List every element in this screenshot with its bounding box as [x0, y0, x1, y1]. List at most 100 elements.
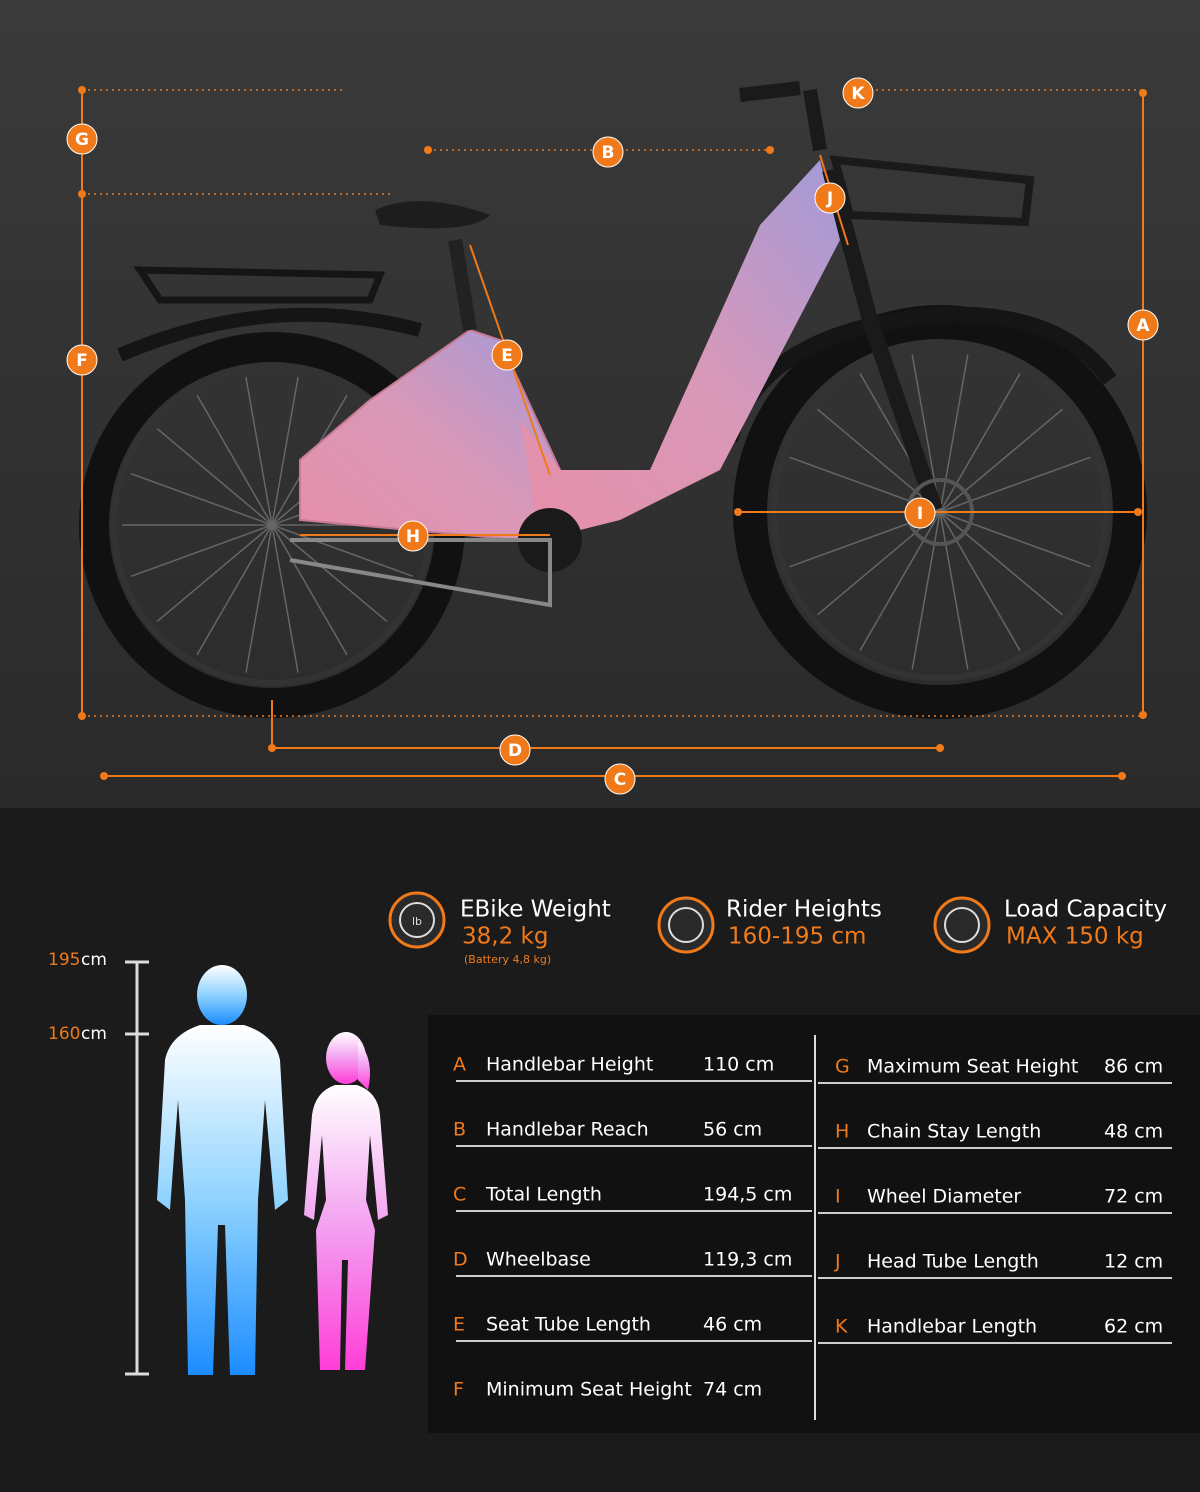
row-value: 46 cm	[703, 1314, 762, 1336]
marker-letter: K	[851, 84, 865, 104]
spec-icon-inner	[668, 907, 704, 943]
row-key: G	[835, 1056, 850, 1078]
marker-dot	[842, 77, 874, 109]
markers: A B C D E F G H I J K	[66, 77, 1159, 795]
spoke	[859, 511, 941, 651]
spoke	[156, 524, 273, 622]
spoke	[271, 377, 299, 526]
spec-icon-label: lb	[412, 915, 422, 928]
height-scale	[125, 960, 149, 1376]
marker-letter: A	[1136, 316, 1150, 336]
marker-letter: C	[614, 770, 626, 790]
spoke	[911, 354, 941, 513]
row-value: 48 cm	[1104, 1121, 1163, 1143]
spec-icon	[657, 896, 715, 954]
marker-dot	[66, 123, 98, 155]
row-key: K	[835, 1316, 848, 1338]
spoke	[271, 524, 414, 578]
spoke	[245, 524, 273, 673]
marker-dot	[491, 339, 523, 371]
spoke	[939, 354, 969, 513]
row-label: Handlebar Length	[867, 1316, 1037, 1338]
spec-icon	[388, 891, 446, 949]
spoke	[245, 377, 273, 526]
bike	[79, 81, 1147, 719]
marker-letter: F	[76, 351, 88, 371]
row-label: Total Length	[485, 1184, 602, 1206]
spec-note: (Battery 4,8 kg)	[464, 953, 551, 966]
marker-dot	[66, 344, 98, 376]
row-value: 74 cm	[703, 1379, 762, 1401]
woman-figure	[304, 1032, 388, 1370]
marker-dot	[1127, 309, 1159, 341]
spoke	[130, 524, 273, 578]
row-label: Handlebar Height	[486, 1054, 653, 1076]
row-label: Minimum Seat Height	[486, 1379, 692, 1401]
spec-icon	[933, 896, 991, 954]
marker-letter: G	[75, 130, 89, 150]
spoke	[939, 511, 969, 670]
marker-dot	[592, 136, 624, 168]
row-label: Wheel Diameter	[867, 1186, 1021, 1208]
row-key: J	[834, 1251, 841, 1273]
spoke	[939, 511, 1021, 651]
spoke	[130, 472, 273, 526]
row-key: I	[835, 1186, 841, 1208]
row-key: H	[835, 1121, 849, 1143]
spoke	[196, 524, 273, 656]
spoke	[939, 408, 1064, 513]
marker-letter: B	[602, 143, 615, 163]
row-key: F	[453, 1379, 464, 1401]
marker-letter: I	[917, 504, 923, 524]
row-label: Seat Tube Length	[486, 1314, 651, 1336]
spoke	[196, 394, 273, 526]
row-value: 110 cm	[703, 1054, 774, 1076]
row-key: E	[453, 1314, 465, 1336]
spoke	[939, 373, 1021, 513]
spec-value: MAX 150 kg	[1006, 924, 1144, 950]
scale-unit: cm	[81, 1024, 107, 1044]
row-label: Wheelbase	[486, 1249, 591, 1271]
row-value: 56 cm	[703, 1119, 762, 1141]
marker-dot	[904, 497, 936, 529]
spec-title: Load Capacity	[1004, 897, 1167, 923]
marker-letter: J	[826, 189, 833, 209]
row-label: Head Tube Length	[867, 1251, 1039, 1273]
marker-letter: H	[406, 527, 420, 547]
row-label: Chain Stay Length	[867, 1121, 1041, 1143]
spoke	[939, 511, 1091, 568]
spec-title: Rider Heights	[726, 897, 882, 923]
row-value: 119,3 cm	[703, 1249, 792, 1271]
spec-value: 160-195 cm	[728, 924, 866, 950]
row-key: B	[453, 1119, 466, 1141]
row-key: C	[453, 1184, 466, 1206]
row-value: 12 cm	[1104, 1251, 1163, 1273]
row-value: 194,5 cm	[703, 1184, 792, 1206]
row-label: Handlebar Reach	[486, 1119, 649, 1141]
spoke	[816, 511, 941, 616]
marker-letter: D	[508, 741, 522, 761]
spec-title: EBike Weight	[460, 897, 611, 923]
marker-dot	[397, 520, 429, 552]
man-figure	[157, 965, 288, 1375]
row-key: A	[453, 1054, 466, 1076]
scale-value: 160	[48, 1024, 80, 1044]
scale-unit: cm	[81, 950, 107, 970]
spec-icon-inner	[399, 902, 435, 938]
spoke	[271, 524, 299, 673]
spoke	[939, 511, 1064, 616]
spoke	[911, 511, 941, 670]
marker-dot	[604, 763, 636, 795]
spec-icon-inner	[944, 907, 980, 943]
row-value: 72 cm	[1104, 1186, 1163, 1208]
row-value: 86 cm	[1104, 1056, 1163, 1078]
dimension-ends	[78, 86, 1147, 780]
spec-table: A Handlebar Height 110 cm B Handlebar Reach 5…	[453, 1054, 1172, 1401]
marker-letter: E	[501, 346, 513, 366]
marker-dot	[499, 734, 531, 766]
row-value: 62 cm	[1104, 1316, 1163, 1338]
